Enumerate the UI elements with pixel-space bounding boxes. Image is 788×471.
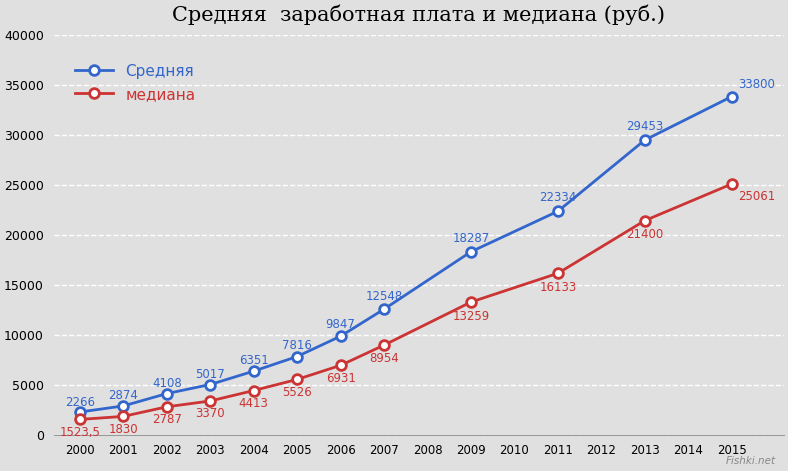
Средняя [640, 137, 649, 143]
Средняя [553, 209, 563, 214]
Text: 6351: 6351 [239, 354, 269, 367]
Text: 2874: 2874 [109, 389, 138, 402]
Средняя [118, 403, 128, 409]
Text: 16133: 16133 [539, 281, 577, 294]
Text: Fishki.net: Fishki.net [726, 456, 776, 466]
Средняя [292, 354, 302, 359]
Text: 5017: 5017 [195, 368, 225, 381]
медиана [379, 342, 388, 348]
Text: 22334: 22334 [539, 191, 577, 204]
Text: 18287: 18287 [452, 232, 489, 245]
медиана [553, 270, 563, 276]
медиана [336, 363, 345, 368]
медиана [466, 299, 476, 305]
Text: 7816: 7816 [282, 339, 312, 352]
Средняя [162, 391, 172, 397]
Text: 29453: 29453 [626, 120, 663, 133]
медиана [162, 404, 172, 410]
Text: 1523,5: 1523,5 [59, 426, 100, 439]
Text: 2266: 2266 [65, 396, 95, 408]
Средняя [727, 94, 737, 99]
Line: медиана: медиана [75, 179, 737, 424]
Line: Средняя: Средняя [75, 92, 737, 417]
Средняя [466, 249, 476, 255]
Text: 6931: 6931 [325, 372, 355, 385]
Text: 21400: 21400 [626, 228, 663, 241]
Text: 8954: 8954 [369, 352, 399, 365]
Средняя [249, 368, 258, 374]
медиана [249, 388, 258, 393]
Text: 33800: 33800 [738, 78, 775, 90]
Text: 4413: 4413 [239, 397, 269, 410]
Title: Средняя  заработная плата и медиана (руб.): Средняя заработная плата и медиана (руб.… [173, 4, 665, 24]
Средняя [75, 409, 84, 415]
Text: 4108: 4108 [152, 377, 181, 390]
медиана [727, 181, 737, 187]
медиана [640, 218, 649, 223]
Средняя [336, 333, 345, 339]
Средняя [206, 382, 215, 387]
медиана [292, 377, 302, 382]
медиана [206, 398, 215, 404]
Text: 3370: 3370 [195, 407, 225, 421]
медиана [75, 417, 84, 422]
Legend: Средняя, медиана: Средняя, медиана [69, 58, 202, 108]
Text: 25061: 25061 [738, 190, 775, 203]
медиана [118, 414, 128, 419]
Text: 1830: 1830 [109, 423, 138, 436]
Text: 2787: 2787 [152, 414, 182, 426]
Средняя [379, 306, 388, 312]
Text: 12548: 12548 [366, 290, 403, 303]
Text: 9847: 9847 [325, 318, 355, 331]
Text: 5526: 5526 [282, 386, 312, 399]
Text: 13259: 13259 [452, 310, 489, 323]
